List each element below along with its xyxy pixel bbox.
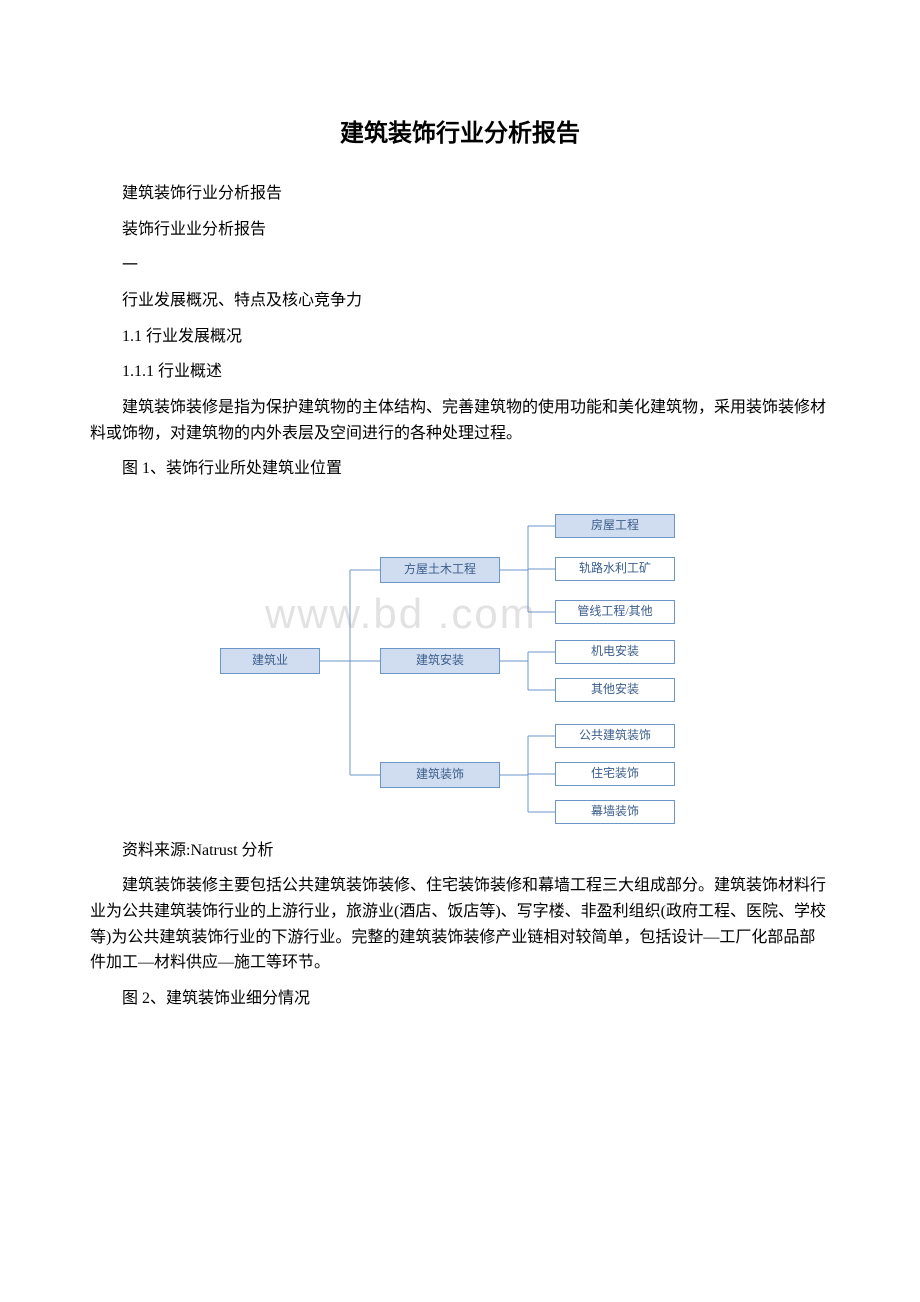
figure-1-caption: 图 1、装饰行业所处建筑业位置 (90, 456, 830, 482)
para-7: 建筑装饰装修是指为保护建筑物的主体结构、完善建筑物的使用功能和美化建筑物，采用装… (90, 395, 830, 446)
para-3: 一 (90, 253, 830, 279)
diagram-node-r2: 轨路水利工矿 (555, 557, 675, 581)
diagram-node-r6: 公共建筑装饰 (555, 724, 675, 748)
para-10: 建筑装饰装修主要包括公共建筑装饰装修、住宅装饰装修和幕墙工程三大组成部分。建筑装… (90, 873, 830, 975)
para-5: 1.1 行业发展概况 (90, 324, 830, 350)
diagram-node-l2c: 建筑装饰 (380, 762, 500, 788)
diagram-node-r8: 幕墙装饰 (555, 800, 675, 824)
diagram-node-r5: 其他安装 (555, 678, 675, 702)
figure-1-source: 资料来源:Natrust 分析 (90, 838, 830, 864)
diagram-node-l2a: 方屋土木工程 (380, 557, 500, 583)
diagram-node-l2b: 建筑安装 (380, 648, 500, 674)
figure-2-caption: 图 2、建筑装饰业细分情况 (90, 986, 830, 1012)
diagram-node-r7: 住宅装饰 (555, 762, 675, 786)
para-2: 装饰行业业分析报告 (90, 217, 830, 243)
para-4: 行业发展概况、特点及核心竞争力 (90, 288, 830, 314)
diagram-node-root: 建筑业 (220, 648, 320, 674)
diagram-node-r4: 机电安装 (555, 640, 675, 664)
para-1: 建筑装饰行业分析报告 (90, 181, 830, 207)
figure-1-diagram: www.bd .com 建筑业方屋土木工程建筑安装建筑装饰房屋工程轨路水利工矿管… (90, 500, 830, 820)
para-6: 1.1.1 行业概述 (90, 359, 830, 385)
diagram-node-r3: 管线工程/其他 (555, 600, 675, 624)
page-title: 建筑装饰行业分析报告 (90, 115, 830, 153)
diagram-node-r1: 房屋工程 (555, 514, 675, 538)
